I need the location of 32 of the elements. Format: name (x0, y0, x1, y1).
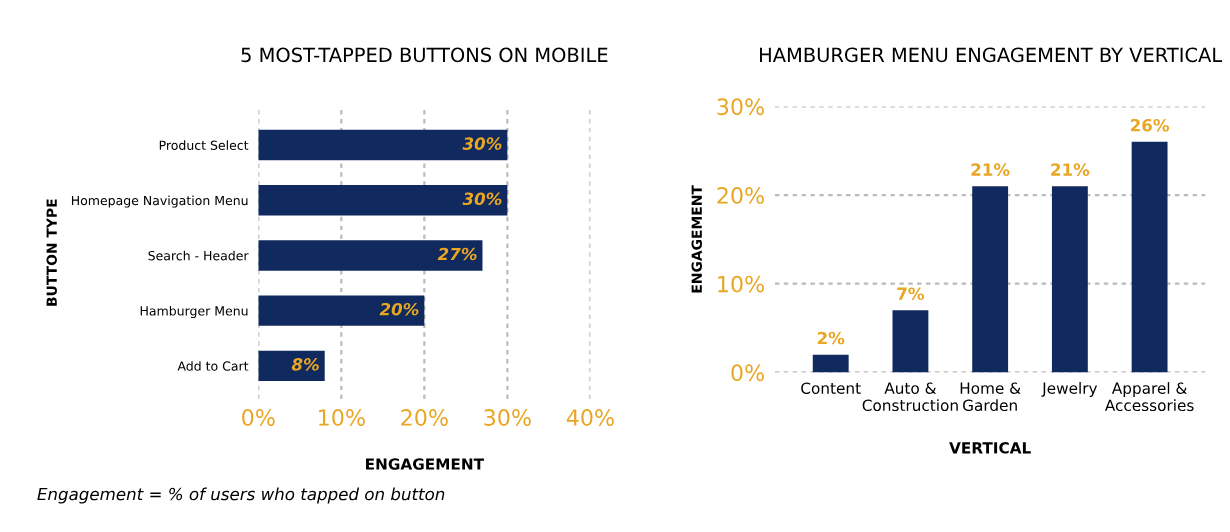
bar (1131, 141, 1168, 373)
y-tick-label: 10% (718, 275, 764, 293)
data-label: 30% (462, 192, 502, 206)
x-tick-label: 0% (242, 409, 275, 426)
x-tick-label: 10% (319, 409, 365, 426)
bar (258, 295, 425, 326)
bar (258, 129, 508, 161)
chart-title: HAMBURGER MENU ENGAGEMENT BY VERTICAL (760, 47, 1223, 63)
data-label: 21% (1051, 163, 1090, 176)
bar (258, 240, 483, 271)
data-label: 7% (897, 287, 925, 301)
chart-title: 5 MOST-TAPPED BUTTONS ON MOBILE (241, 47, 608, 63)
text: Engagement = % of users who tapped on button (37, 487, 445, 504)
data-label: 21% (971, 163, 1010, 176)
data-label: 30% (462, 137, 502, 150)
data-label: 27% (437, 247, 477, 261)
data-label: 26% (1130, 118, 1170, 132)
y-tick-label: 0% (731, 364, 764, 382)
x-tick-label: 20% (401, 409, 448, 426)
y-tick-label: 30% (717, 98, 764, 116)
bar (1051, 186, 1088, 373)
y-tick-label: 20% (717, 187, 764, 204)
bar (258, 185, 508, 216)
data-label: 8% (291, 358, 319, 371)
x-tick-label: 30% (484, 409, 531, 426)
bar (258, 350, 325, 382)
x-tick-label: 40% (566, 409, 614, 426)
data-label: 20% (379, 302, 419, 316)
bar (812, 354, 849, 373)
bar (892, 310, 929, 373)
data-label: 2% (817, 331, 845, 345)
bar (972, 186, 1009, 373)
